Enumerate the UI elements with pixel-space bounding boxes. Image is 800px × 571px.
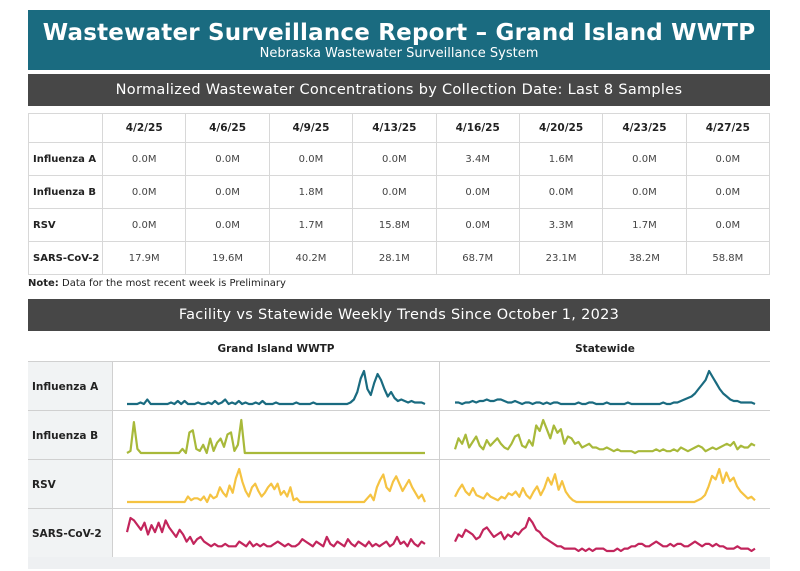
facility-trend-line xyxy=(127,467,426,504)
facility-trend-chart xyxy=(126,516,426,548)
trend-row: Influenza A xyxy=(28,361,770,411)
table-cell: 0.0M xyxy=(352,175,437,209)
row-label: Influenza B xyxy=(28,175,103,209)
facility-trend-line xyxy=(126,516,426,548)
table-cell: 0.0M xyxy=(435,175,520,209)
statewide-trend-chart xyxy=(455,369,756,406)
report-header: Wastewater Surveillance Report – Grand I… xyxy=(28,10,770,70)
table-cell: 0.0M xyxy=(185,142,270,176)
date-header: 4/20/25 xyxy=(518,113,604,143)
statewide-trend-line xyxy=(454,516,756,553)
table-cell: 15.8M xyxy=(352,208,437,242)
table-cell: 17.9M xyxy=(101,241,187,275)
facility-trend-chart xyxy=(126,418,425,455)
date-header: 4/16/25 xyxy=(435,113,520,143)
trends-heading: Facility vs Statewide Weekly Trends Sinc… xyxy=(28,299,770,331)
column-divider xyxy=(439,362,440,411)
bottom-strip xyxy=(28,557,770,569)
date-header: 4/2/25 xyxy=(101,113,187,143)
table-cell: 1.6M xyxy=(518,142,604,176)
report-title: Wastewater Surveillance Report – Grand I… xyxy=(42,20,756,46)
table-row: SARS-CoV-2 17.9M 19.6M 40.2M 28.1M 68.7M… xyxy=(28,241,771,275)
column-divider xyxy=(439,460,440,509)
statewide-trend-line xyxy=(455,369,756,406)
table-row: Influenza A 0.0M 0.0M 0.0M 0.0M 3.4M 1.6… xyxy=(28,142,771,176)
facility-trend-chart xyxy=(127,467,426,504)
date-header: 4/13/25 xyxy=(352,113,437,143)
note-label: Note: xyxy=(28,278,59,289)
row-label: Influenza A xyxy=(28,142,103,176)
column-divider xyxy=(439,411,440,460)
table-cell: 1.7M xyxy=(602,208,687,242)
table-header-row: 4/2/25 4/6/25 4/9/25 4/13/25 4/16/25 4/2… xyxy=(28,113,771,143)
table-corner-cell xyxy=(28,113,103,143)
facility-trend-line xyxy=(126,418,425,455)
trend-row-label: Influenza B xyxy=(28,411,112,460)
table-cell: 0.0M xyxy=(435,208,520,242)
table-cell: 19.6M xyxy=(185,241,270,275)
statewide-trend-line xyxy=(454,467,756,504)
trend-row-label: SARS-CoV-2 xyxy=(28,509,112,558)
statewide-trend-chart xyxy=(454,516,756,553)
table-cell: 3.3M xyxy=(518,208,604,242)
table-cell: 0.0M xyxy=(685,175,771,209)
table-cell: 0.0M xyxy=(352,142,437,176)
table-cell: 28.1M xyxy=(352,241,437,275)
table-cell: 40.2M xyxy=(268,241,354,275)
trend-row-label: Influenza A xyxy=(28,362,112,411)
date-header: 4/23/25 xyxy=(602,113,687,143)
table-row: Influenza B 0.0M 0.0M 1.8M 0.0M 0.0M 0.0… xyxy=(28,175,771,209)
table-cell: 0.0M xyxy=(685,208,771,242)
trend-row: RSV xyxy=(28,459,770,509)
column-divider xyxy=(112,509,113,558)
facility-trend-chart xyxy=(127,369,426,406)
table-cell: 1.7M xyxy=(268,208,354,242)
note-text: Data for the most recent week is Prelimi… xyxy=(58,278,286,289)
statewide-column-header: Statewide xyxy=(575,343,635,355)
table-row: RSV 0.0M 0.0M 1.7M 15.8M 0.0M 3.3M 1.7M … xyxy=(28,208,771,242)
column-divider xyxy=(112,362,113,411)
table-cell: 1.8M xyxy=(268,175,354,209)
table-cell: 0.0M xyxy=(101,175,187,209)
table-cell: 58.8M xyxy=(685,241,771,275)
table-cell: 0.0M xyxy=(602,142,687,176)
table-cell: 0.0M xyxy=(685,142,771,176)
concentrations-heading: Normalized Wastewater Concentrations by … xyxy=(28,74,770,106)
trend-row-label: RSV xyxy=(28,460,112,509)
facility-column-header: Grand Island WWTP xyxy=(217,343,335,355)
table-cell: 0.0M xyxy=(185,208,270,242)
column-divider xyxy=(112,411,113,460)
column-divider xyxy=(439,509,440,558)
table-cell: 0.0M xyxy=(518,175,604,209)
table-cell: 0.0M xyxy=(101,208,187,242)
concentrations-table: 4/2/25 4/6/25 4/9/25 4/13/25 4/16/25 4/2… xyxy=(28,113,771,275)
table-cell: 38.2M xyxy=(602,241,687,275)
statewide-trend-line xyxy=(454,418,756,455)
table-cell: 0.0M xyxy=(602,175,687,209)
table-cell: 0.0M xyxy=(185,175,270,209)
facility-trend-line xyxy=(127,369,426,406)
statewide-trend-chart xyxy=(454,418,756,455)
table-cell: 23.1M xyxy=(518,241,604,275)
date-header: 4/9/25 xyxy=(268,113,354,143)
column-divider xyxy=(112,460,113,509)
trend-row: SARS-CoV-2 xyxy=(28,508,770,559)
table-cell: 3.4M xyxy=(435,142,520,176)
trend-row: Influenza B xyxy=(28,410,770,460)
row-label: RSV xyxy=(28,208,103,242)
row-label: SARS-CoV-2 xyxy=(28,241,103,275)
table-cell: 68.7M xyxy=(435,241,520,275)
report-subtitle: Nebraska Wastewater Surveillance System xyxy=(259,46,539,61)
date-header: 4/6/25 xyxy=(185,113,270,143)
statewide-trend-chart xyxy=(454,467,756,504)
table-cell: 0.0M xyxy=(101,142,187,176)
date-header: 4/27/25 xyxy=(685,113,771,143)
preliminary-note: Note: Data for the most recent week is P… xyxy=(28,278,286,289)
table-cell: 0.0M xyxy=(268,142,354,176)
